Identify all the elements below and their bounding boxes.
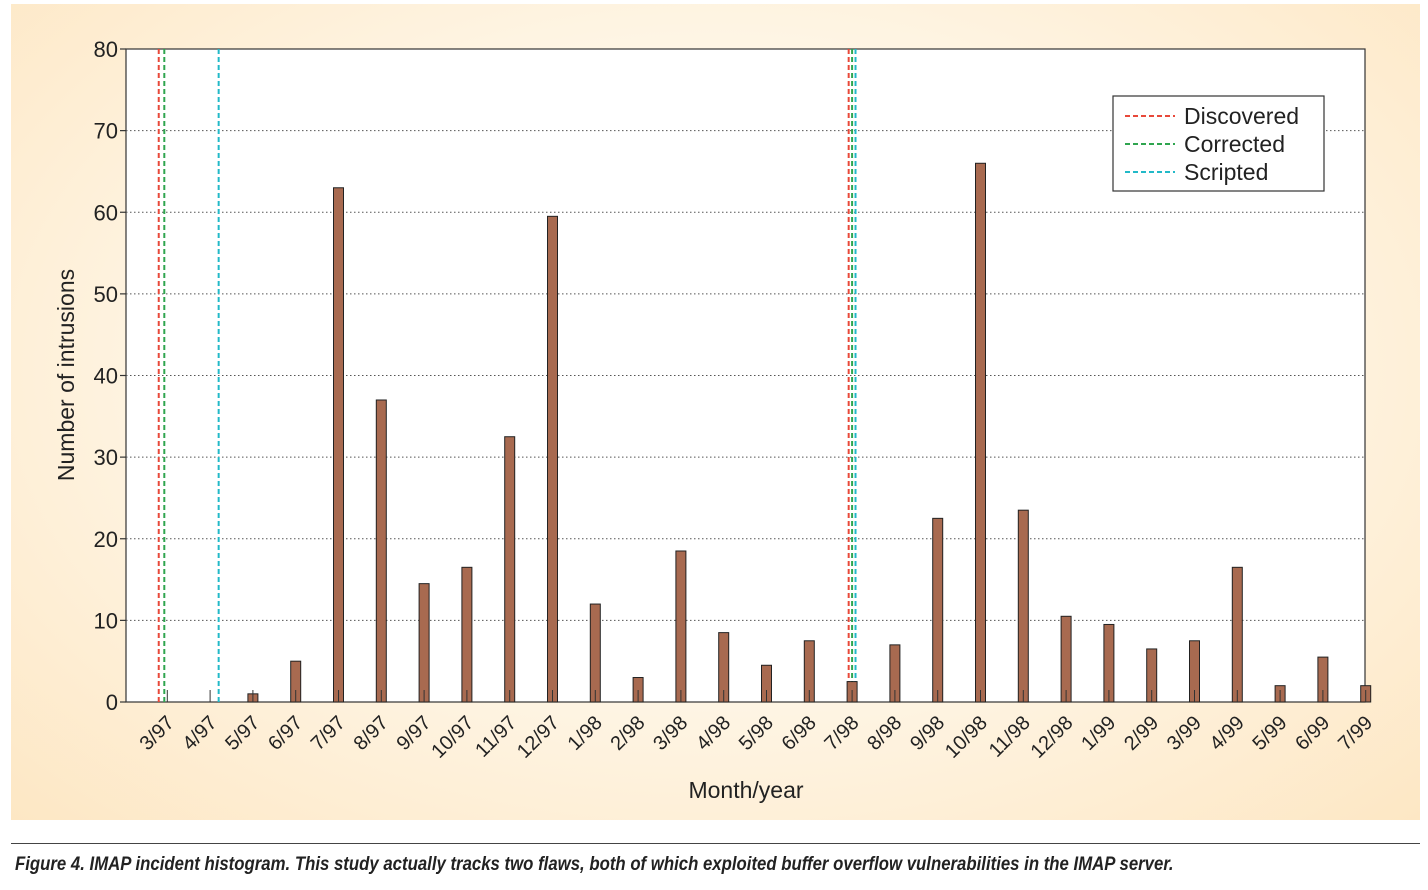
- bar: [675, 550, 687, 703]
- y-tick-label: 20: [94, 527, 118, 552]
- bar: [418, 583, 430, 703]
- bar: [932, 517, 944, 703]
- x-tick-label: 3/98: [649, 712, 692, 755]
- x-tick-label: 11/97: [471, 712, 521, 762]
- x-tick-label: 5/97: [221, 712, 264, 755]
- x-tick-label: 3/99: [1163, 712, 1206, 755]
- figure-caption: Figure 4. IMAP incident histogram. This …: [15, 853, 1174, 875]
- y-tick-label: 30: [94, 445, 118, 470]
- x-tick-label: 7/98: [820, 712, 863, 755]
- x-tick-label: 2/99: [1120, 712, 1163, 755]
- x-tick-label: 3/97: [136, 712, 179, 755]
- bar: [1017, 509, 1029, 703]
- y-tick-label: 60: [94, 200, 118, 225]
- x-tick-label: 12/97: [513, 712, 564, 763]
- bar: [589, 603, 601, 703]
- x-tick-label: 5/98: [735, 712, 778, 755]
- bar: [375, 399, 387, 703]
- y-tick-label: 80: [94, 37, 118, 62]
- y-axis-ticks: 0 10 20 30 40 50 60 70 80: [94, 37, 126, 715]
- x-tick-label: 4/97: [178, 712, 221, 755]
- x-tick-label: 11/98: [985, 712, 1035, 762]
- bar: [461, 566, 473, 703]
- bar: [547, 215, 558, 703]
- x-tick-label: 6/97: [264, 712, 307, 755]
- x-tick-label: 4/98: [692, 712, 735, 755]
- bar: [1231, 566, 1243, 703]
- caption-rule: [11, 843, 1420, 844]
- legend-label-corrected: Corrected: [1184, 131, 1285, 157]
- x-tick-label: 6/99: [1291, 712, 1334, 755]
- x-tick-label: 8/98: [863, 712, 906, 755]
- x-axis-label: Month/year: [688, 777, 803, 803]
- y-tick-label: 0: [106, 690, 118, 715]
- legend-label-discovered: Discovered: [1184, 103, 1299, 129]
- y-tick-label: 70: [94, 119, 118, 144]
- legend-box: [1112, 95, 1325, 192]
- x-tick-label: 10/98: [941, 712, 992, 763]
- y-tick-label: 10: [94, 608, 118, 633]
- x-tick-label: 7/99: [1334, 712, 1377, 755]
- x-tick-label: 1/99: [1077, 712, 1120, 755]
- x-tick-label: 1/98: [564, 712, 607, 755]
- bar: [333, 187, 344, 703]
- x-tick-label: 10/97: [427, 712, 478, 763]
- x-tick-label: 8/97: [350, 712, 393, 755]
- x-tick-label: 4/99: [1206, 712, 1249, 755]
- bar: [504, 436, 516, 703]
- y-axis-label: Number of intrusions: [53, 269, 79, 481]
- x-tick-label: 5/99: [1248, 712, 1291, 755]
- legend-label-scripted: Scripted: [1184, 159, 1268, 185]
- y-tick-label: 50: [94, 282, 118, 307]
- bar: [1060, 615, 1072, 703]
- y-tick-label: 40: [94, 364, 118, 389]
- x-tick-label: 6/98: [778, 712, 821, 755]
- x-tick-label: 2/98: [606, 712, 649, 755]
- marker-layer: [157, 49, 857, 702]
- x-tick-label: 12/98: [1027, 712, 1078, 763]
- bar: [975, 162, 986, 703]
- x-tick-label: 7/97: [307, 712, 350, 755]
